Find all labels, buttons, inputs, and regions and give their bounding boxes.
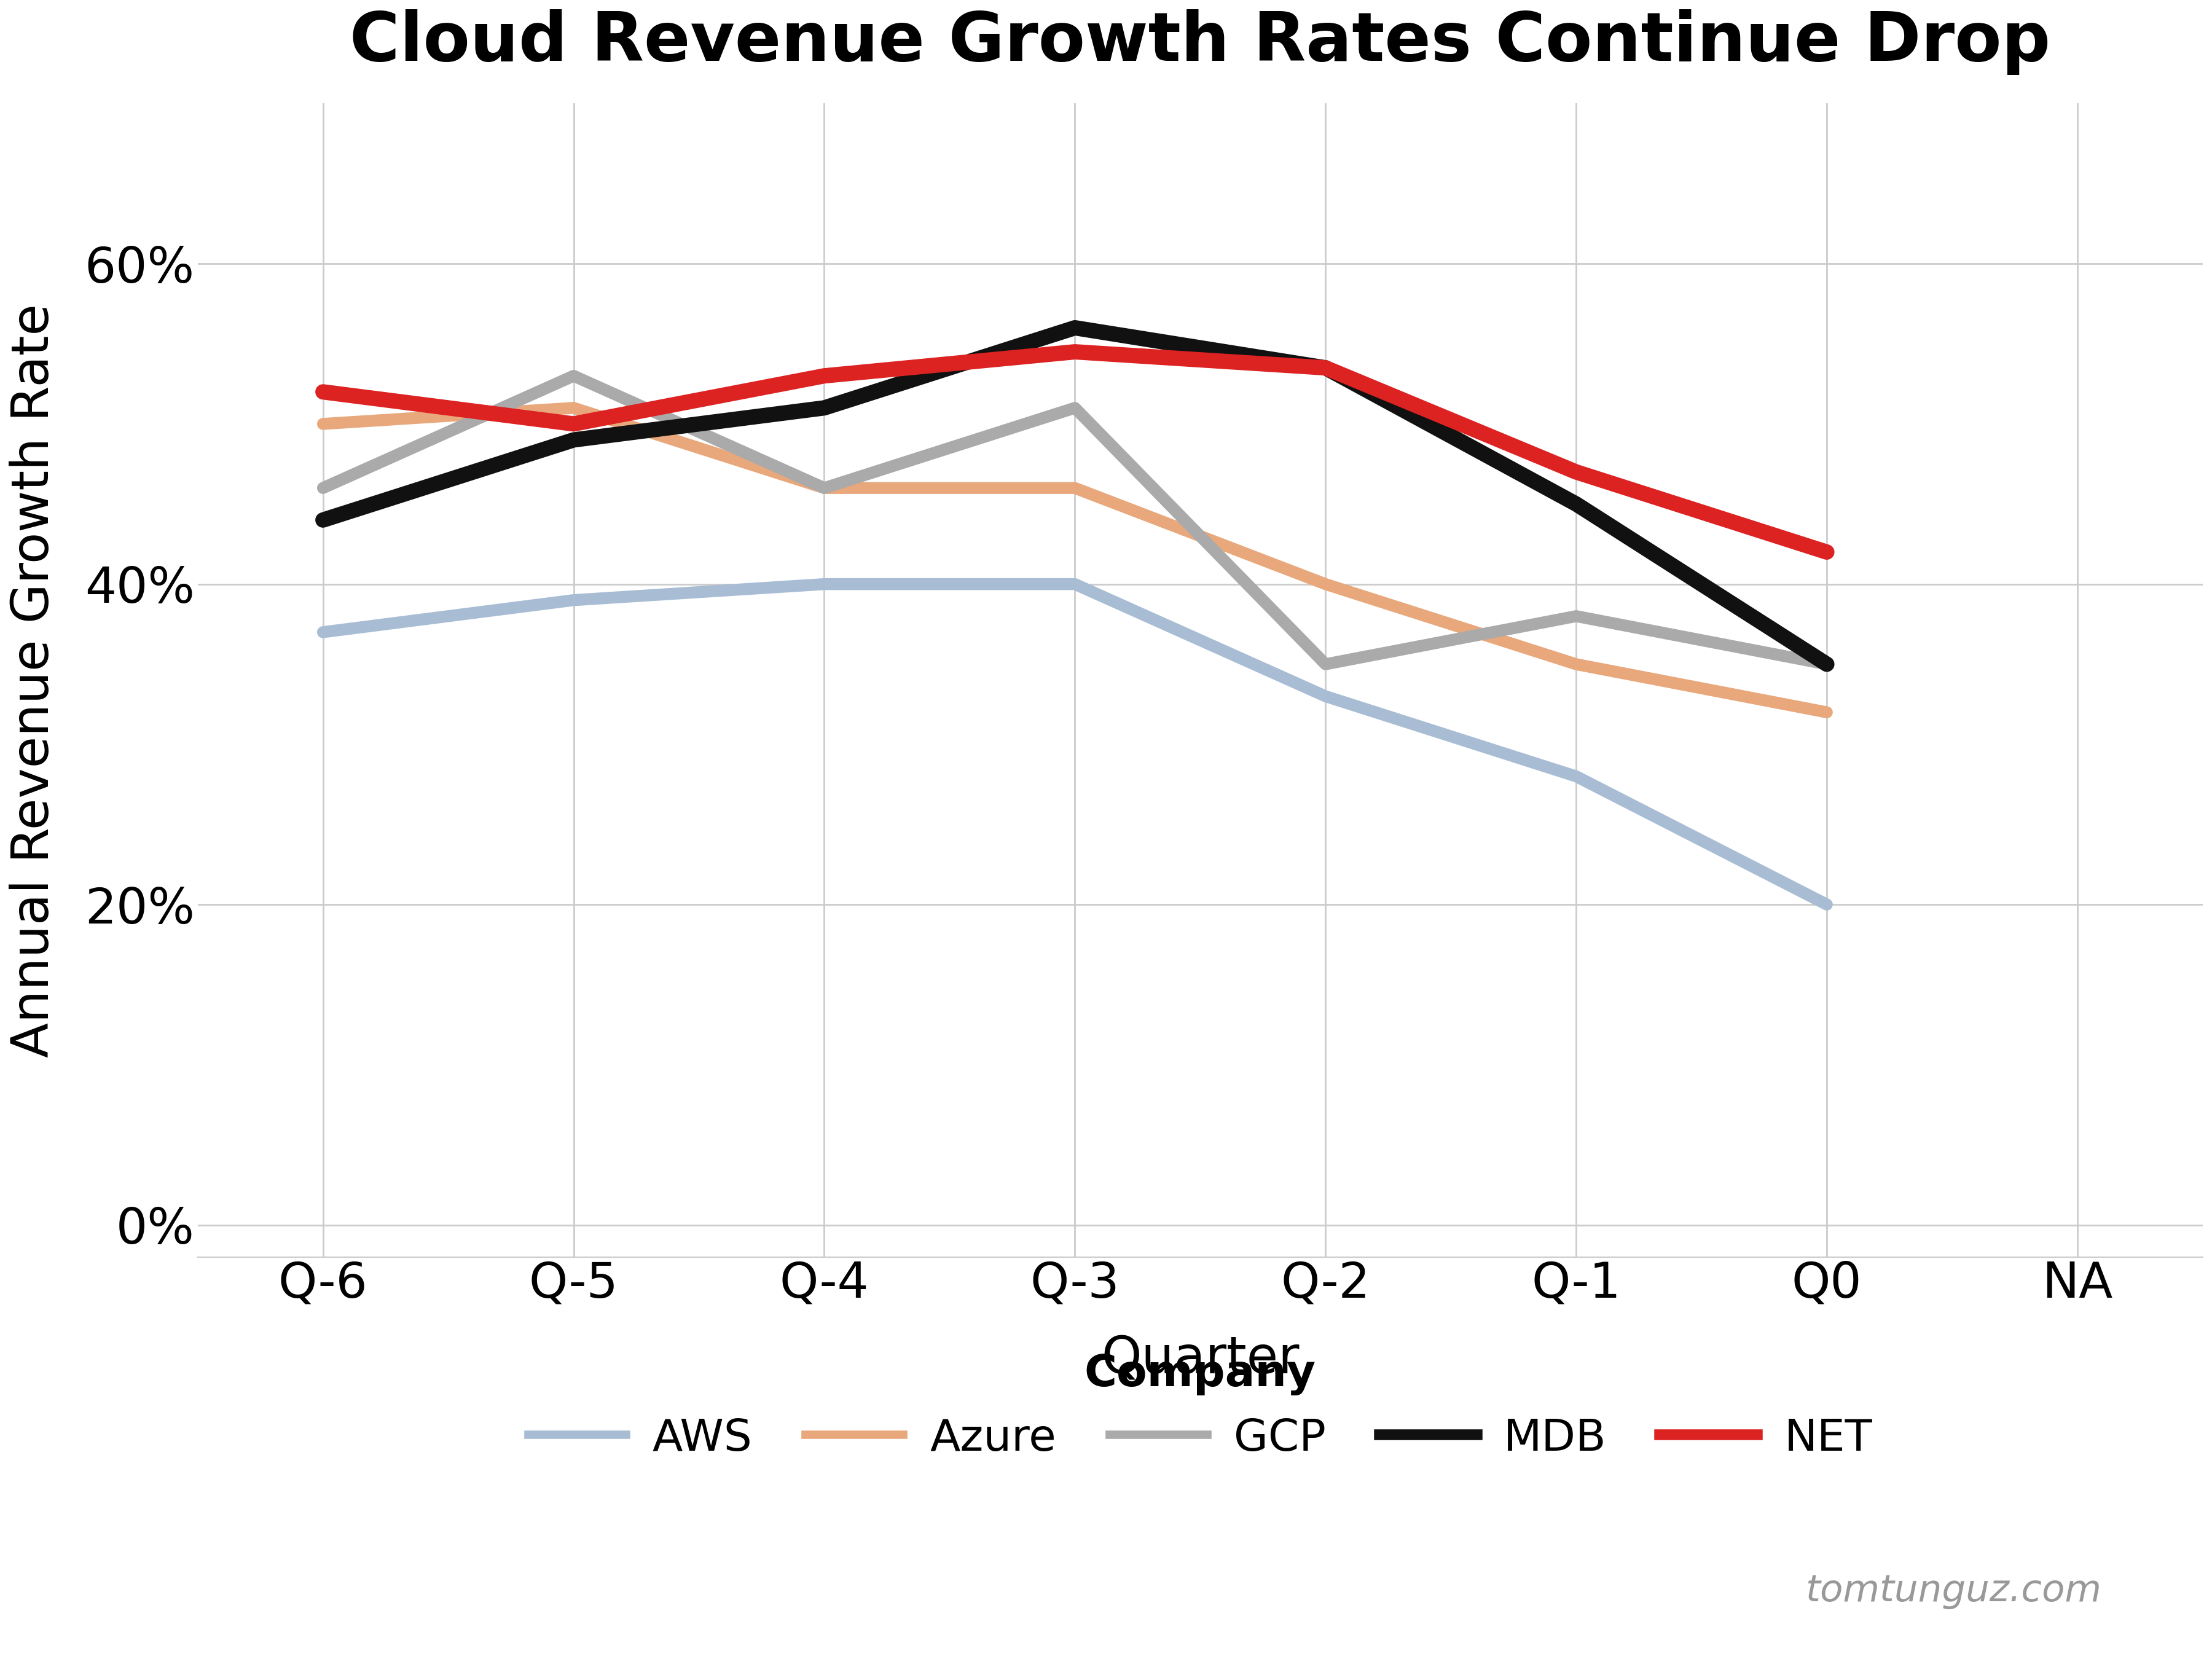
Y-axis label: Annual Revenue Growth Rate: Annual Revenue Growth Rate [9,304,60,1057]
X-axis label: Quarter: Quarter [1102,1334,1298,1384]
Text: tomtunguz.com: tomtunguz.com [1805,1573,2101,1609]
Title: Cloud Revenue Growth Rates Continue Drop: Cloud Revenue Growth Rates Continue Drop [349,10,2051,75]
Legend: AWS, Azure, GCP, MDB, NET: AWS, Azure, GCP, MDB, NET [529,1352,1871,1460]
